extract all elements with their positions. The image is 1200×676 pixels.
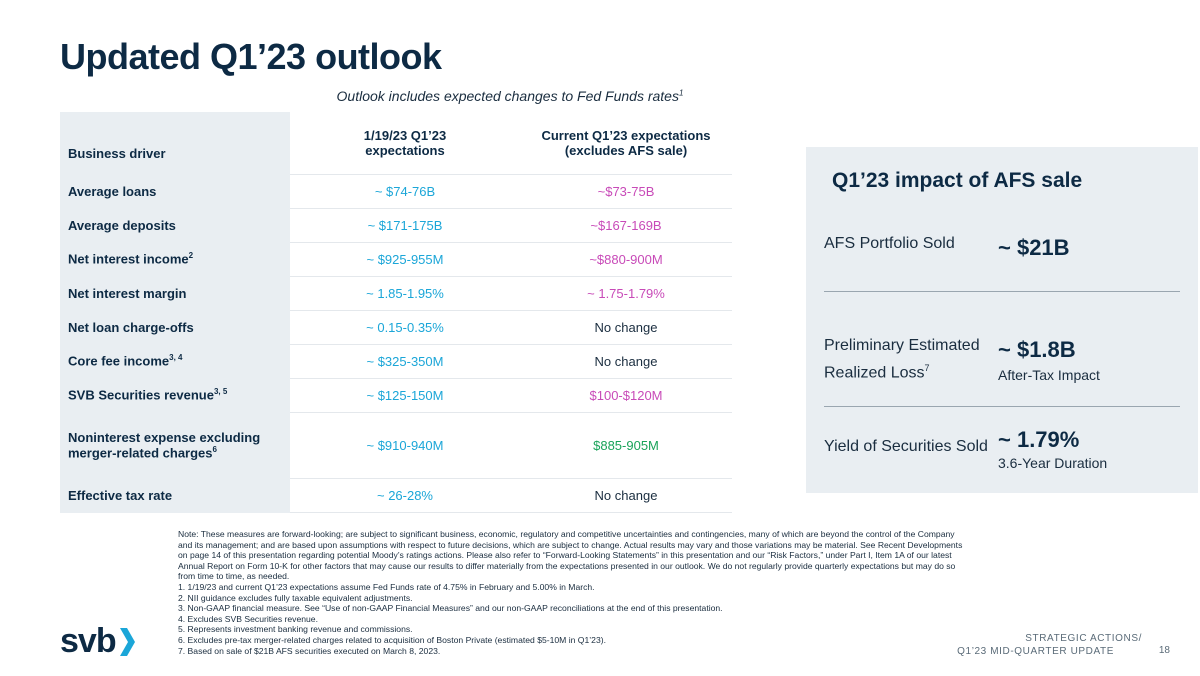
jan-value: ~ $74-76B bbox=[290, 174, 520, 209]
impact-label-yield: Yield of Securities Sold bbox=[824, 438, 988, 455]
impact-label-realized-loss: Preliminary Estimated Realized Loss7 bbox=[824, 337, 980, 382]
jan-value: ~ $925-955M bbox=[290, 242, 520, 277]
row-label: SVB Securities revenue bbox=[68, 387, 214, 403]
chevron-right-icon bbox=[119, 627, 135, 656]
row-label: Core fee income bbox=[68, 353, 170, 369]
current-value: No change bbox=[520, 478, 732, 513]
note-text: Note: These measures are forward-looking… bbox=[178, 529, 963, 582]
impact-divider bbox=[824, 291, 1180, 292]
current-value: ~$167-169B bbox=[520, 208, 732, 243]
current-value: $100-$120M bbox=[520, 378, 732, 413]
impact-sub-realized-loss: After-Tax Impact bbox=[998, 367, 1100, 383]
table-row: SVB Securities revenue3, 5 ~ $125-150M $… bbox=[60, 378, 732, 413]
page-number: 18 bbox=[1158, 645, 1170, 656]
jan-value: ~ $171-175B bbox=[290, 208, 520, 243]
impact-title: Q1’23 impact of AFS sale bbox=[832, 169, 1083, 192]
impact-value-yield: ~ 1.79% bbox=[998, 427, 1080, 452]
row-label: Net interest income bbox=[68, 251, 189, 267]
current-value: ~$880-900M bbox=[520, 242, 732, 277]
note-text: 7. Based on sale of $21B AFS securities … bbox=[178, 645, 441, 656]
row-label: Average deposits bbox=[68, 217, 176, 233]
logo-text: svb bbox=[60, 622, 117, 660]
note-text: 2. NII guidance excludes fully taxable e… bbox=[178, 592, 413, 603]
footnote-ref: 2 bbox=[188, 251, 194, 261]
table-row: Noninterest expense excluding merger-rel… bbox=[60, 412, 732, 479]
impact-label-afs-sold: AFS Portfolio Sold bbox=[824, 235, 955, 252]
header-business-driver: Business driver bbox=[60, 112, 290, 175]
table-row: Effective tax rate ~ 26-28% No change bbox=[60, 478, 732, 513]
impact-divider bbox=[824, 406, 1180, 407]
header-jan-expectations: 1/19/23 Q1’23 expectations bbox=[290, 112, 520, 175]
table-row: Net loan charge-offs ~ 0.15-0.35% No cha… bbox=[60, 310, 732, 345]
table-row: Average loans ~ $74-76B ~$73-75B bbox=[60, 174, 732, 209]
note-text: 5. Represents investment banking revenue… bbox=[178, 624, 413, 635]
current-value: ~$73-75B bbox=[520, 174, 732, 209]
jan-value: ~ $125-150M bbox=[290, 378, 520, 413]
jan-value: ~ 1.85-1.95% bbox=[290, 276, 520, 311]
footnotes: Note: These measures are forward-looking… bbox=[178, 529, 968, 656]
svb-logo: svb bbox=[60, 622, 136, 661]
table-row: Core fee income3, 4 ~ $325-350M No chang… bbox=[60, 344, 732, 379]
impact-value-realized-loss: ~ $1.8B bbox=[998, 337, 1076, 362]
jan-value: ~ $910-940M bbox=[290, 412, 520, 479]
afs-impact-panel: Q1’23 impact of AFS sale AFS Portfolio S… bbox=[806, 147, 1198, 493]
table-row: Net interest income2 ~ $925-955M ~$880-9… bbox=[60, 242, 732, 277]
outlook-table: Business driver 1/19/23 Q1’23 expectatio… bbox=[60, 112, 732, 513]
row-label: Noninterest expense excluding merger-rel… bbox=[68, 429, 261, 461]
table-caption: Outlook includes expected changes to Fed… bbox=[336, 88, 684, 104]
jan-value: ~ 26-28% bbox=[290, 478, 520, 513]
note-text: 1. 1/19/23 and current Q1’23 expectation… bbox=[178, 581, 595, 592]
row-label: Net interest margin bbox=[68, 285, 187, 301]
header-current-expectations: Current Q1’23 expectations (excludes AFS… bbox=[520, 112, 732, 175]
current-value: $885-905M bbox=[520, 412, 732, 479]
note-text: 6. Excludes pre-tax merger-related charg… bbox=[178, 634, 606, 645]
impact-sub-yield: 3.6-Year Duration bbox=[998, 455, 1108, 471]
row-label: Effective tax rate bbox=[68, 487, 173, 503]
footnote-ref: 3, 5 bbox=[213, 387, 228, 397]
note-text: 4. Excludes SVB Securities revenue. bbox=[178, 613, 318, 624]
table-row: Net interest margin ~ 1.85-1.95% ~ 1.75-… bbox=[60, 276, 732, 311]
footnote-ref: 6 bbox=[212, 444, 217, 454]
impact-value-afs-sold: ~ $21B bbox=[998, 235, 1070, 260]
note-text: 3. Non-GAAP financial measure. See “Use … bbox=[178, 603, 723, 614]
footer-section-label: STRATEGIC ACTIONS/ Q1’23 MID-QUARTER UPD… bbox=[957, 633, 1142, 657]
current-value: No change bbox=[520, 310, 732, 345]
table-row: Average deposits ~ $171-175B ~$167-169B bbox=[60, 208, 732, 243]
footnote-ref: 3, 4 bbox=[169, 353, 183, 363]
row-label: Average loans bbox=[68, 183, 157, 199]
row-label: Net loan charge-offs bbox=[68, 319, 194, 335]
page-title: Updated Q1’23 outlook bbox=[60, 36, 442, 77]
current-value: ~ 1.75-1.79% bbox=[520, 276, 732, 311]
jan-value: ~ $325-350M bbox=[290, 344, 520, 379]
current-value: No change bbox=[520, 344, 732, 379]
jan-value: ~ 0.15-0.35% bbox=[290, 310, 520, 345]
